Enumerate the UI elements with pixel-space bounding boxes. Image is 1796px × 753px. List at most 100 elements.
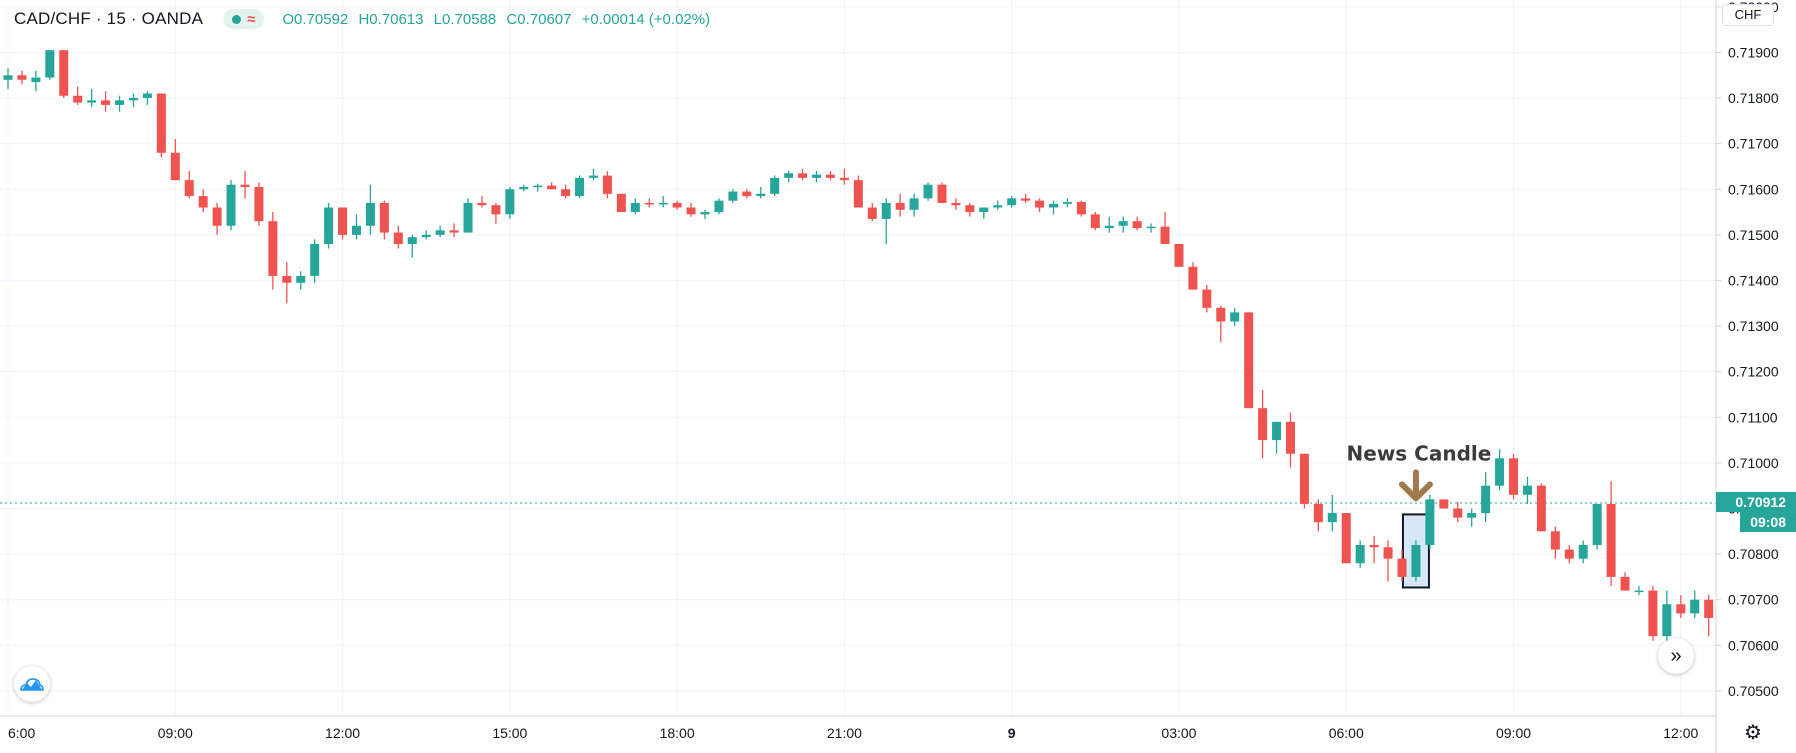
candle-body <box>770 177 780 194</box>
candle <box>1285 412 1295 468</box>
candle <box>1062 198 1072 208</box>
candle <box>1341 513 1351 564</box>
candle <box>59 50 69 99</box>
candle-body <box>644 202 654 205</box>
candle-body <box>1495 458 1505 486</box>
candle <box>1620 572 1630 591</box>
x-tick-label: 12:00 <box>1663 725 1698 741</box>
candle-body <box>1564 549 1574 559</box>
candle-body <box>1383 547 1393 559</box>
candle-body <box>421 234 431 238</box>
candle-body <box>3 75 13 80</box>
price-axis[interactable]: 0.720000.719000.718000.717000.716000.715… <box>1715 0 1796 716</box>
candle-body <box>867 207 877 219</box>
bar-countdown-label: 09:08 <box>1750 514 1786 530</box>
candle <box>1355 540 1365 568</box>
currency-badge[interactable]: CHF <box>1722 4 1774 26</box>
candle-body <box>449 230 459 233</box>
candle-body <box>1550 531 1560 550</box>
candle-body <box>923 184 933 199</box>
candle <box>1021 193 1031 203</box>
candle-body <box>519 186 529 190</box>
candle-body <box>1104 225 1114 229</box>
low-value: L0.70588 <box>433 10 497 28</box>
candle <box>616 193 626 213</box>
candle-body <box>1035 200 1045 208</box>
candle <box>393 225 403 249</box>
candle <box>588 168 598 181</box>
candle <box>463 198 473 233</box>
candle-body <box>1146 226 1156 229</box>
status-pill[interactable]: ≈ <box>223 9 265 29</box>
candle-body <box>714 200 724 213</box>
candle-body <box>254 186 264 222</box>
candle-body <box>825 174 835 178</box>
candle <box>756 186 766 199</box>
candle <box>198 189 208 213</box>
candle <box>184 171 194 199</box>
market-open-dot-icon <box>232 14 242 24</box>
candle <box>156 93 166 158</box>
x-tick-label: 12:00 <box>325 725 360 741</box>
candle-body <box>533 185 543 188</box>
candle-body <box>812 174 822 178</box>
candle-body <box>561 189 571 197</box>
candle-body <box>658 202 668 205</box>
candle <box>686 202 696 217</box>
candle-body <box>979 207 989 213</box>
tradingview-logo-button[interactable] <box>14 666 50 702</box>
candle <box>672 200 682 210</box>
candle-body <box>170 152 180 181</box>
candle <box>1536 483 1546 532</box>
candle-body <box>1592 503 1602 545</box>
candle-body <box>853 180 863 208</box>
candle <box>993 200 1003 210</box>
high-value: H0.70613 <box>358 10 424 28</box>
candle-body <box>128 98 138 101</box>
candle-body <box>672 202 682 208</box>
scroll-to-realtime-button[interactable]: » <box>1658 638 1694 674</box>
symbol-label[interactable]: CAD/CHF · 15 · OANDA <box>14 9 204 28</box>
y-tick-label: 0.71600 <box>1728 181 1779 197</box>
candle-body <box>547 185 557 190</box>
candle <box>73 86 83 105</box>
candle-body <box>505 189 515 215</box>
candle <box>1648 586 1658 641</box>
candle-body <box>352 225 361 235</box>
candle-body <box>895 202 905 210</box>
candle <box>1049 200 1058 215</box>
candle-body <box>1634 590 1644 593</box>
candle-body <box>1453 508 1463 518</box>
candle <box>128 93 138 108</box>
candle-body <box>1299 453 1309 504</box>
y-tick-label: 0.71100 <box>1728 409 1778 425</box>
candle-body <box>1606 503 1616 577</box>
candle <box>1522 476 1532 504</box>
candle <box>1104 216 1114 233</box>
candle <box>505 186 515 219</box>
time-axis[interactable]: 6:00 09:00 12:00 15:00 18:00 21:00 9 03:00 06:00… <box>0 715 1796 753</box>
candle <box>533 183 543 192</box>
x-tick-label: 03:00 <box>1161 725 1196 741</box>
x-tick-label: 6:00 <box>8 725 35 741</box>
candle <box>268 212 278 290</box>
candle <box>1383 540 1393 582</box>
candle-body <box>881 202 891 219</box>
settings-gear-icon[interactable]: ⚙ <box>1744 722 1762 744</box>
candle-body <box>728 191 738 201</box>
y-tick-label: 0.71700 <box>1728 136 1779 152</box>
candle-body <box>742 191 752 197</box>
candle-body <box>212 207 222 226</box>
candle-body <box>393 232 403 244</box>
candle-body <box>993 205 1003 208</box>
candle-body <box>45 50 55 78</box>
candle <box>1272 421 1282 454</box>
symbol-legend: CAD/CHF · 15 · OANDA ≈ O0.70592 H0.70613… <box>14 8 716 30</box>
ohlc-values: O0.70592 H0.70613 L0.70588 C0.70607 +0.0… <box>282 11 716 28</box>
candle-body <box>1620 576 1630 591</box>
candle <box>1592 503 1602 550</box>
candle <box>1146 223 1156 233</box>
candle <box>1453 501 1463 523</box>
